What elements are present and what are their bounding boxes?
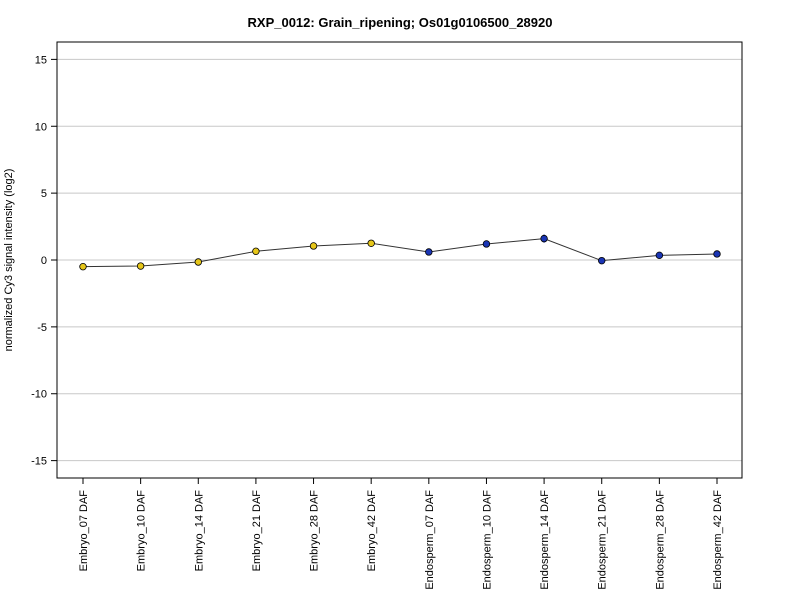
x-tick-label: Embryo_28 DAF (309, 490, 321, 572)
x-tick-label: Endosperm_28 DAF (654, 490, 666, 590)
data-points (79, 234, 721, 271)
y-tick-label: 15 (35, 54, 47, 66)
data-point (425, 248, 433, 256)
data-point (252, 247, 260, 256)
y-tick-label: 10 (35, 121, 47, 133)
data-point (540, 234, 548, 243)
x-tick-label: Endosperm_42 DAF (712, 490, 724, 590)
series-line (82, 238, 718, 268)
x-tick-label: Endosperm_21 DAF (597, 490, 609, 590)
y-tick-label: -5 (37, 322, 47, 334)
data-point (194, 258, 202, 266)
data-point (482, 240, 491, 248)
chart-title: RXP_0012: Grain_ripening; Os01g0106500_2… (248, 15, 553, 30)
y-axis-label: normalized Cy3 signal intensity (log2) (3, 169, 15, 352)
data-point (79, 262, 87, 271)
data-point (309, 242, 318, 250)
y-tick-label: -15 (31, 456, 47, 468)
x-tick-label: Endosperm_14 DAF (539, 490, 551, 590)
x-tick-label: Embryo_21 DAF (251, 490, 263, 572)
x-tick-label: Endosperm_07 DAF (424, 490, 436, 590)
gridlines (57, 58, 742, 462)
x-tick-label: Embryo_10 DAF (136, 490, 148, 572)
x-tick-label: Endosperm_10 DAF (481, 490, 493, 590)
x-tick-label: Embryo_07 DAF (78, 490, 90, 572)
axes: 15 10 5 0 -5 -10 -15 Embryo_07 DAF Embryo_10 DAF… (31, 54, 724, 589)
series-polyline (82, 238, 718, 268)
y-tick-label: 0 (41, 255, 47, 267)
data-point (655, 251, 664, 260)
plot-frame (56, 41, 743, 479)
data-point (136, 262, 145, 270)
y-tick-label: 5 (41, 188, 47, 200)
y-tick-label: -10 (31, 389, 47, 401)
x-tick-label: Embryo_14 DAF (193, 490, 205, 572)
data-point (367, 239, 375, 247)
data-point (713, 250, 721, 258)
x-tick-label: Embryo_42 DAF (366, 490, 378, 572)
data-point (598, 256, 606, 265)
